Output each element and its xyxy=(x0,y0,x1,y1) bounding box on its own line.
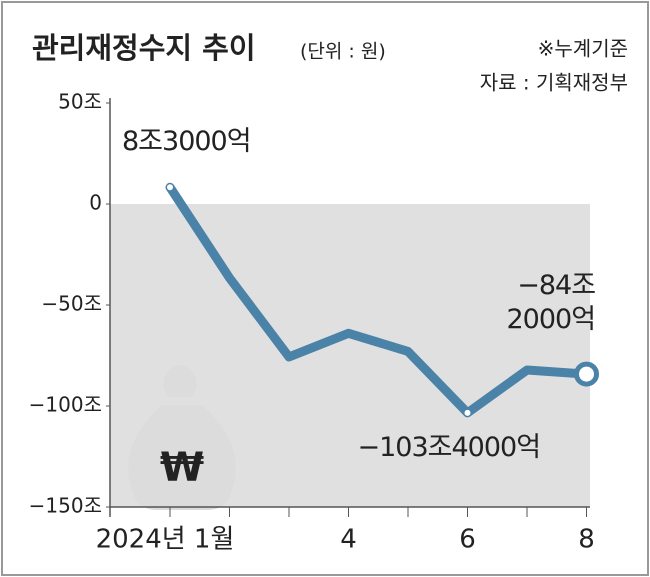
y-tick-label: −50조 xyxy=(41,292,102,316)
data-label: −84조 2000억 xyxy=(506,270,597,336)
x-tick-label: 6 xyxy=(459,525,476,555)
money-bag-icon: ₩ xyxy=(128,365,236,510)
chart-title: 관리재정수지 추이 xyxy=(32,31,256,65)
data-label: −103조4000억 xyxy=(357,431,542,463)
point xyxy=(464,409,471,416)
note: 자료 : 기획재정부 xyxy=(480,71,628,95)
note: ※누계기준 xyxy=(538,37,628,61)
x-tick-label: 4 xyxy=(340,525,357,555)
y-tick-label: 50조 xyxy=(58,90,102,114)
y-tick-label: −100조 xyxy=(29,393,102,417)
svg-text:₩: ₩ xyxy=(160,445,204,491)
x-tick-label: 2024년 1월 xyxy=(96,525,235,555)
line-series xyxy=(165,182,591,418)
chart-subtitle: (단위 : 원) xyxy=(300,41,386,63)
y-tick-label: −150조 xyxy=(29,494,102,518)
x-tick-label: 8 xyxy=(578,525,595,555)
y-tick-label: 0 xyxy=(89,191,102,215)
data-label: 8조3000억 xyxy=(122,126,252,158)
point xyxy=(167,184,173,191)
end-point xyxy=(574,361,599,387)
